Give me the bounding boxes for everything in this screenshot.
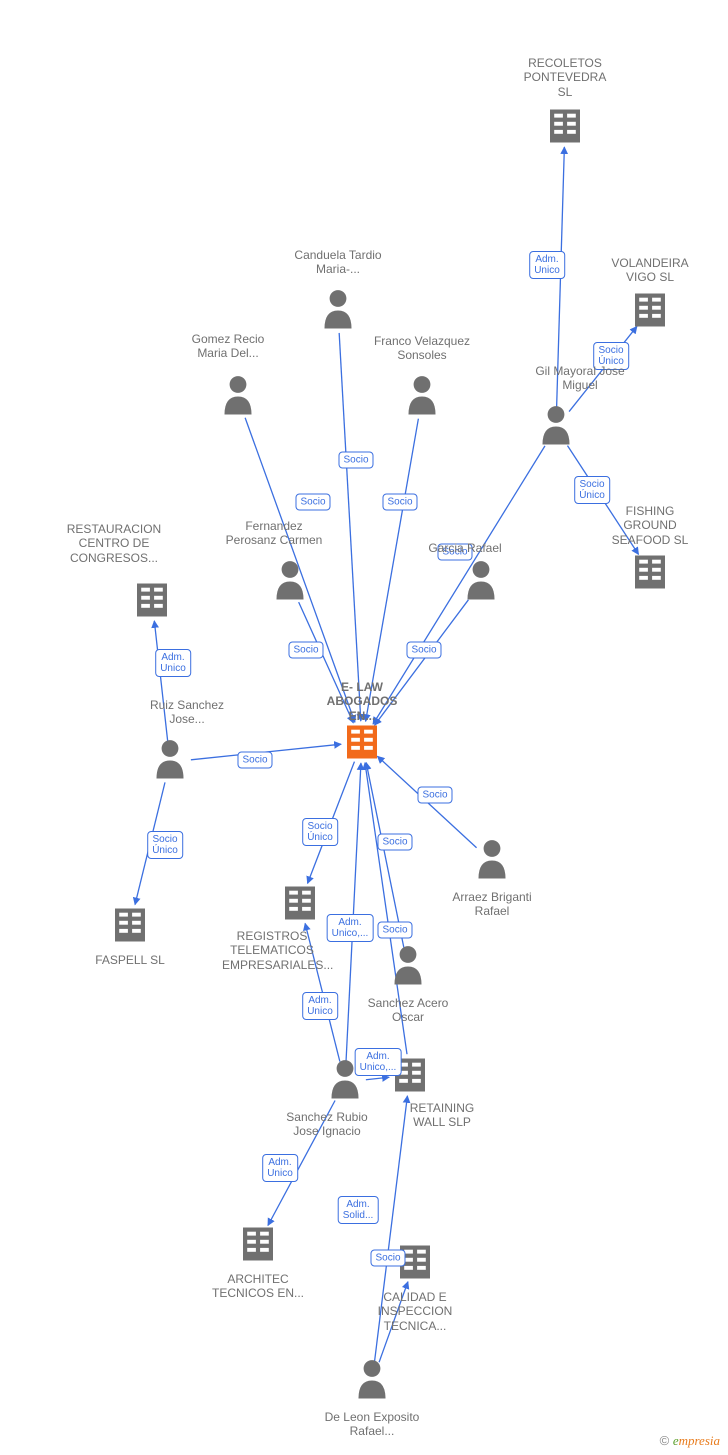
- building-icon[interactable]: [395, 1059, 425, 1092]
- edge: [268, 1101, 335, 1226]
- edge: [365, 763, 407, 1054]
- edge: [339, 333, 361, 721]
- copyright-symbol: ©: [660, 1433, 670, 1448]
- building-icon[interactable]: [635, 556, 665, 589]
- edge: [191, 744, 341, 760]
- building-icon[interactable]: [635, 294, 665, 327]
- edge: [346, 763, 361, 1061]
- edge: [569, 326, 637, 411]
- building-icon[interactable]: [285, 887, 315, 920]
- edge: [305, 923, 340, 1061]
- copyright: © empresia: [660, 1433, 720, 1449]
- person-icon[interactable]: [395, 946, 422, 984]
- edge: [299, 602, 354, 723]
- person-icon[interactable]: [225, 376, 252, 414]
- edge: [366, 763, 404, 948]
- person-icon[interactable]: [325, 290, 352, 328]
- person-icon[interactable]: [409, 376, 436, 414]
- edge: [135, 782, 165, 904]
- person-icon[interactable]: [359, 1360, 386, 1398]
- edge: [375, 1096, 408, 1361]
- person-icon[interactable]: [468, 561, 495, 599]
- edge: [375, 600, 469, 725]
- edge: [557, 147, 565, 407]
- building-icon[interactable]: [243, 1228, 273, 1261]
- network-canvas: [0, 0, 728, 1455]
- edge: [373, 446, 545, 724]
- edge: [308, 762, 355, 884]
- building-icon[interactable]: [115, 909, 145, 942]
- person-icon[interactable]: [543, 406, 570, 444]
- edge: [366, 419, 419, 722]
- edge: [366, 1077, 389, 1080]
- building-icon[interactable]: [137, 584, 167, 617]
- edge: [245, 418, 355, 722]
- building-icon[interactable]: [347, 726, 377, 759]
- building-icon[interactable]: [550, 110, 580, 143]
- person-icon[interactable]: [157, 740, 184, 778]
- person-icon[interactable]: [479, 840, 506, 878]
- edge: [567, 446, 638, 555]
- brand: empresia: [673, 1433, 720, 1448]
- edge: [377, 756, 476, 848]
- building-icon[interactable]: [400, 1246, 430, 1279]
- edge: [154, 621, 167, 741]
- person-icon[interactable]: [332, 1060, 359, 1098]
